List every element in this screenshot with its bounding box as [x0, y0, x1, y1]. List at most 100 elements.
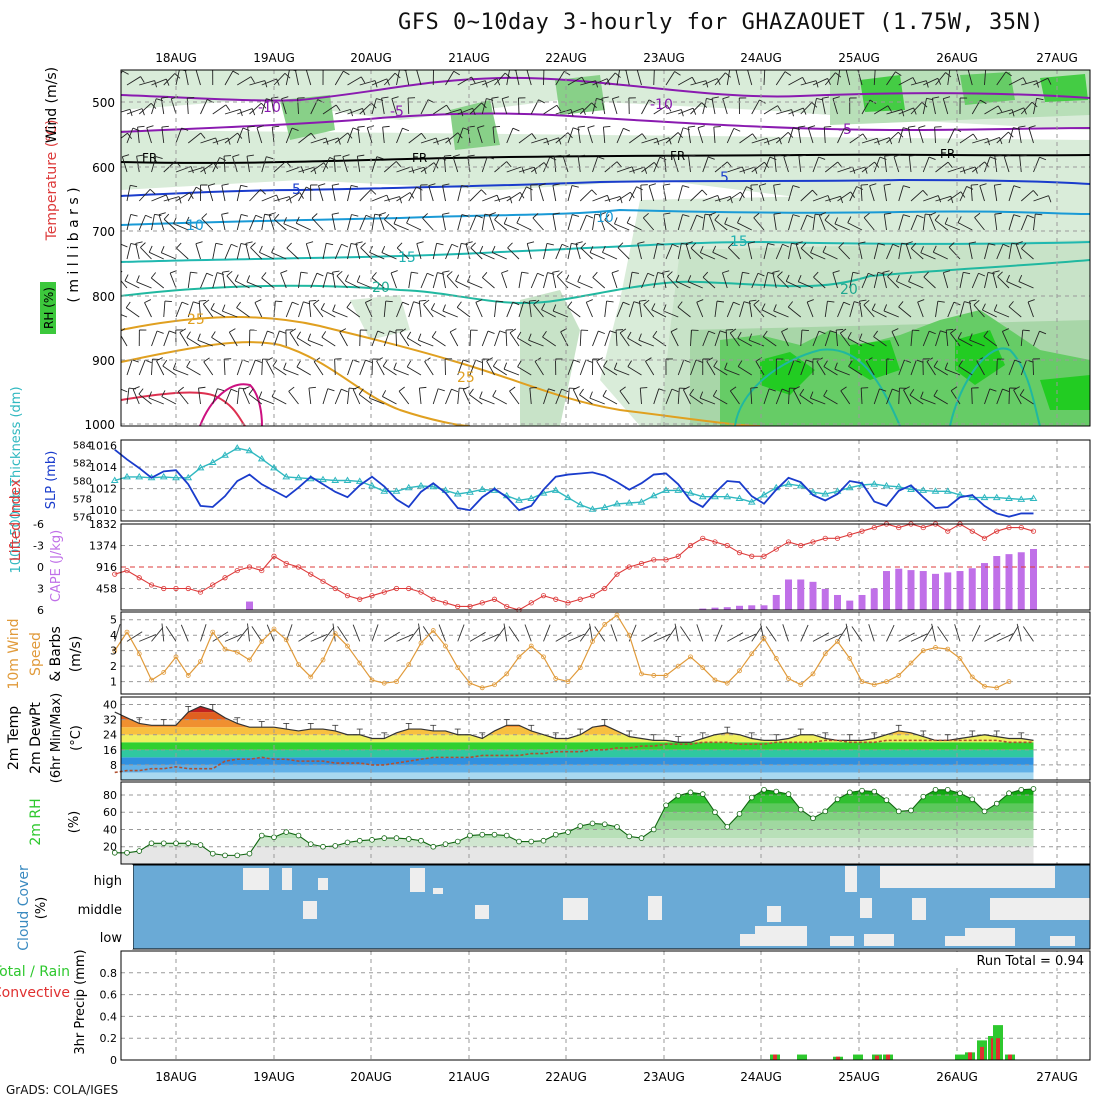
lifted-index-point [565, 600, 571, 606]
wind-barb-flag [137, 125, 145, 128]
wind-speed-point [871, 682, 877, 688]
wind-barb [347, 127, 354, 144]
wind-barb-flag [887, 271, 893, 277]
precip-convective-bar [836, 1056, 840, 1060]
wind-barb-flag [158, 212, 166, 216]
wind-barb [273, 73, 286, 86]
wind-barb-flag [306, 241, 314, 245]
precip-total-bar [797, 1054, 807, 1060]
rh-point [136, 848, 143, 854]
cloud-block [755, 926, 807, 946]
wind-barb [543, 272, 548, 289]
wind-barb-flag [950, 196, 954, 204]
wind-barb-flag [313, 167, 317, 175]
wind-barb [886, 109, 903, 115]
wind-barb-10m [418, 623, 422, 642]
wind-barb [589, 397, 605, 405]
wind-barb-flag [685, 241, 693, 245]
wind-barb [393, 368, 409, 376]
wind-barb-flag [149, 188, 156, 195]
wind-barb [883, 214, 887, 231]
wind-barb [148, 397, 164, 405]
wind-barb-flag [541, 303, 546, 310]
wind-barb-flag [822, 96, 830, 99]
wind-barb [334, 244, 342, 260]
wind-barb [696, 302, 704, 318]
cloud-level-label: middle [78, 903, 122, 918]
lifted-index-point [332, 585, 338, 592]
wind-barb-flag [989, 388, 997, 392]
wind-speed-point [602, 621, 608, 627]
wind-barb-flag [416, 241, 424, 245]
lifted-index-point [785, 539, 792, 545]
wind-barb-flag [206, 272, 214, 277]
wind-barb [457, 185, 462, 202]
wind-speed-point [590, 638, 595, 644]
wind-barb-flag [156, 357, 163, 362]
temp-unit: (°C) [69, 725, 84, 751]
wind-barb [187, 301, 194, 318]
lifted-index-point [614, 571, 620, 577]
wind-barb [948, 246, 961, 260]
rh-point [148, 840, 155, 847]
wind-barb-flag [913, 107, 917, 115]
wind-barb [1006, 281, 1022, 289]
wind-barb [812, 195, 829, 202]
wind-barb [313, 303, 324, 318]
wind-barb [347, 76, 362, 86]
wind-barb-flag [261, 272, 267, 279]
wind-barb-flag [702, 271, 709, 278]
wind-barb [482, 78, 498, 86]
date-label-bottom: 27AUG [1036, 1070, 1078, 1084]
wind-speed-point [737, 668, 742, 674]
wind-barb-flag [687, 275, 692, 282]
wind-barb-flag [812, 189, 818, 196]
wind-barb [774, 156, 777, 173]
wind-barb [442, 214, 446, 231]
wind-barb [457, 107, 473, 115]
wind-barb-flag [251, 108, 256, 116]
wind-barb [518, 166, 535, 173]
wind-barb-flag [542, 330, 547, 338]
rh-point [650, 826, 657, 833]
wind-barb [186, 98, 189, 115]
wind-barb [249, 189, 261, 202]
wind-barb [433, 104, 447, 115]
wind-barb-flag [506, 161, 512, 168]
precip-panel-bg [121, 951, 1090, 1060]
wind-barb [994, 214, 998, 231]
thickness-point [453, 490, 462, 497]
wind-barb-flag [640, 387, 648, 389]
wind-barb [422, 217, 434, 231]
rh-point [969, 796, 976, 803]
cloud-block [303, 901, 317, 919]
wind-barb-flag [928, 156, 936, 161]
wind-barb-flag [176, 242, 182, 249]
wind-barb-flag [558, 137, 562, 145]
wind-barb-flag [643, 299, 650, 305]
wind-barb-10m [641, 632, 658, 642]
wind-barb [432, 243, 438, 260]
wind-barb-flag [538, 99, 545, 104]
wind-barb [207, 185, 214, 202]
wind-barb-flag [799, 388, 805, 396]
wind-barb [886, 244, 894, 260]
wind-barb [151, 359, 153, 376]
cape-bar [883, 571, 890, 610]
wind-speed-point [394, 679, 399, 685]
lifted-index-point [504, 603, 510, 610]
wind-barb-flag [509, 386, 516, 392]
wind-barb-flag [196, 70, 197, 71]
wind-barb [798, 156, 802, 173]
wind-barb-flag [623, 127, 630, 132]
cape-bar [1005, 554, 1013, 610]
wind-barb [882, 272, 887, 289]
wind-barb [677, 306, 691, 318]
wind-barb [1019, 156, 1022, 173]
rh-point [442, 841, 449, 847]
wind-barb-flag [148, 391, 152, 399]
wind-barb-10m [825, 633, 842, 642]
wind-barb [577, 156, 581, 173]
wind-barb [384, 219, 397, 231]
wind-barb-flag [785, 274, 790, 282]
